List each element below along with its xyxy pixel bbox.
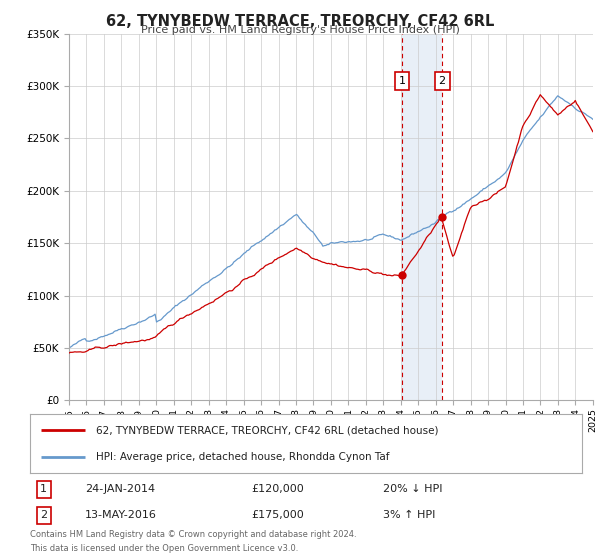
Text: £175,000: £175,000 (251, 510, 304, 520)
Text: This data is licensed under the Open Government Licence v3.0.: This data is licensed under the Open Gov… (30, 544, 298, 553)
Text: 2: 2 (40, 510, 47, 520)
Text: 20% ↓ HPI: 20% ↓ HPI (383, 484, 443, 494)
Text: 62, TYNYBEDW TERRACE, TREORCHY, CF42 6RL: 62, TYNYBEDW TERRACE, TREORCHY, CF42 6RL (106, 14, 494, 29)
Text: Contains HM Land Registry data © Crown copyright and database right 2024.: Contains HM Land Registry data © Crown c… (30, 530, 356, 539)
Text: 24-JAN-2014: 24-JAN-2014 (85, 484, 155, 494)
Text: HPI: Average price, detached house, Rhondda Cynon Taf: HPI: Average price, detached house, Rhon… (96, 452, 390, 463)
Text: 62, TYNYBEDW TERRACE, TREORCHY, CF42 6RL (detached house): 62, TYNYBEDW TERRACE, TREORCHY, CF42 6RL… (96, 425, 439, 435)
Text: 3% ↑ HPI: 3% ↑ HPI (383, 510, 436, 520)
Bar (402, 34, 442, 400)
Text: 2: 2 (439, 76, 446, 86)
Text: 1: 1 (40, 484, 47, 494)
Text: Price paid vs. HM Land Registry's House Price Index (HPI): Price paid vs. HM Land Registry's House … (140, 25, 460, 35)
Text: 1: 1 (398, 76, 406, 86)
Text: 13-MAY-2016: 13-MAY-2016 (85, 510, 157, 520)
Text: £120,000: £120,000 (251, 484, 304, 494)
